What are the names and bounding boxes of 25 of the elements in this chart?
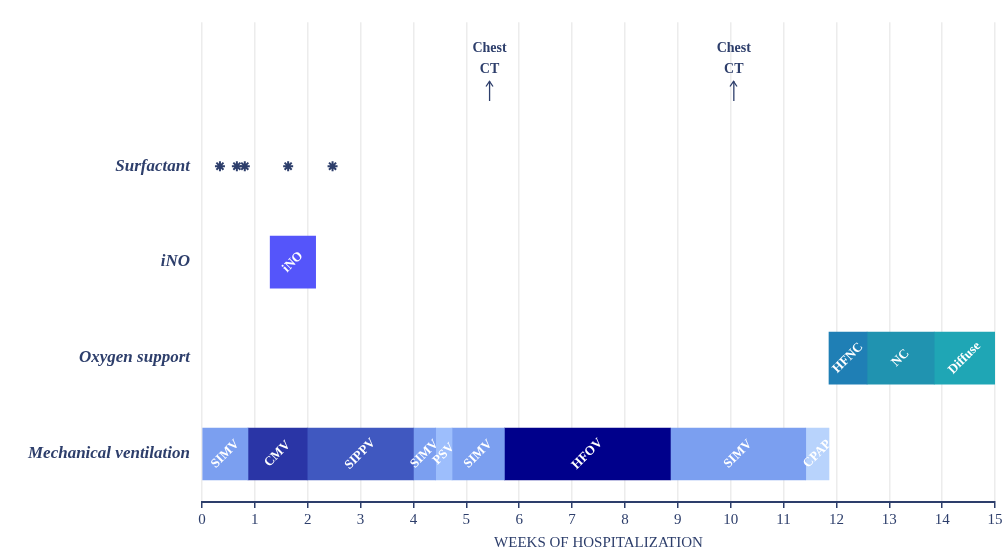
y-tick-label: Oxygen support (78, 347, 192, 367)
x-tick-label: 8 (621, 510, 629, 527)
x-tick-label: 4 (409, 510, 418, 527)
x-tick-label: 0 (198, 510, 206, 527)
x-tick-label: 1 (251, 510, 259, 527)
ref-line-label: Chest CT (472, 39, 508, 76)
x-tick-label: 14 (934, 510, 951, 527)
x-tick-label: 12 (828, 510, 844, 527)
x-tick-label: 11 (776, 510, 791, 527)
x-tick-label: 2 (303, 510, 312, 527)
x-tick-label: 13 (881, 510, 897, 527)
x-tick-label: 5 (462, 510, 471, 527)
x-tick-label: 9 (674, 510, 682, 527)
series-label: NC (887, 345, 912, 370)
x-axis-title: WEEKS OF HOSPITALIZATION (494, 533, 704, 550)
y-tick-label: Surfactant (115, 155, 192, 175)
x-tick-label: 7 (568, 510, 577, 527)
y-tick-label: iNO (160, 251, 190, 271)
x-tick-label: 10 (723, 510, 739, 527)
x-tick-label: 15 (987, 510, 1003, 527)
y-tick-label: Mechanical ventilation (26, 443, 190, 463)
series-label: iNO (278, 247, 306, 275)
x-tick-label: 6 (515, 510, 524, 527)
x-tick-label: 3 (356, 510, 365, 527)
ref-line-label: Chest CT (716, 39, 752, 76)
